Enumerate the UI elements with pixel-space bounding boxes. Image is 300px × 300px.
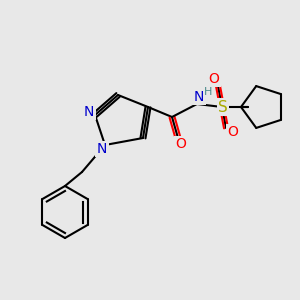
Text: O: O: [176, 137, 186, 151]
Text: N: N: [97, 142, 107, 156]
Text: S: S: [218, 100, 228, 115]
Text: N: N: [84, 105, 94, 119]
Text: O: O: [228, 125, 238, 139]
Text: N: N: [194, 90, 204, 104]
Text: O: O: [208, 72, 219, 86]
Text: H: H: [204, 87, 212, 97]
